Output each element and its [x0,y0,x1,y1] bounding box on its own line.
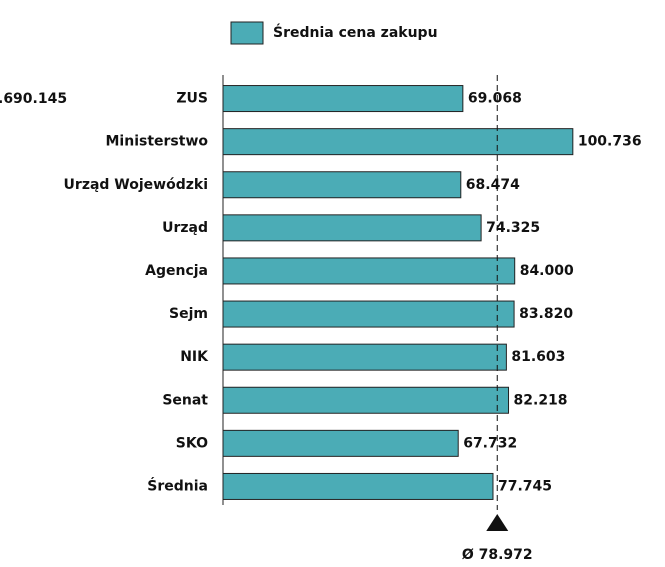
value-label: 83.820 [519,306,573,322]
clipped-label: .690.145 [0,91,67,107]
bar [222,171,462,199]
category-label: Agencja [145,263,208,279]
value-label: 84.000 [520,263,574,279]
category-label: ZUS [176,91,208,107]
value-label: 77.745 [498,478,552,494]
category-label: Sejm [169,306,208,322]
category-label: Średnia [147,476,208,494]
bar [222,257,516,285]
category-label: Senat [162,392,208,408]
category-label: Urząd [162,220,208,236]
legend-swatch [230,21,264,45]
value-label: 68.474 [466,177,520,193]
bar [222,386,510,414]
value-label: 67.732 [463,435,517,451]
bar [222,300,515,328]
bar [222,343,507,371]
value-label: 100.736 [578,134,642,150]
value-label: 82.218 [514,392,568,408]
value-label: 69.068 [468,91,522,107]
category-label: Ministerstwo [106,134,209,150]
bar [222,85,464,113]
bar [222,214,482,242]
category-label: Urząd Wojewódzki [64,177,208,193]
bar [222,472,494,500]
average-label: Ø 78.972 [462,547,533,563]
value-label: 74.325 [486,220,540,236]
bar [222,429,459,457]
average-marker [486,514,509,531]
bar [222,128,574,156]
category-label: SKO [176,435,208,451]
value-label: 81.603 [511,349,565,365]
legend-label: Średnia cena zakupu [273,23,438,41]
category-label: NIK [180,349,209,365]
